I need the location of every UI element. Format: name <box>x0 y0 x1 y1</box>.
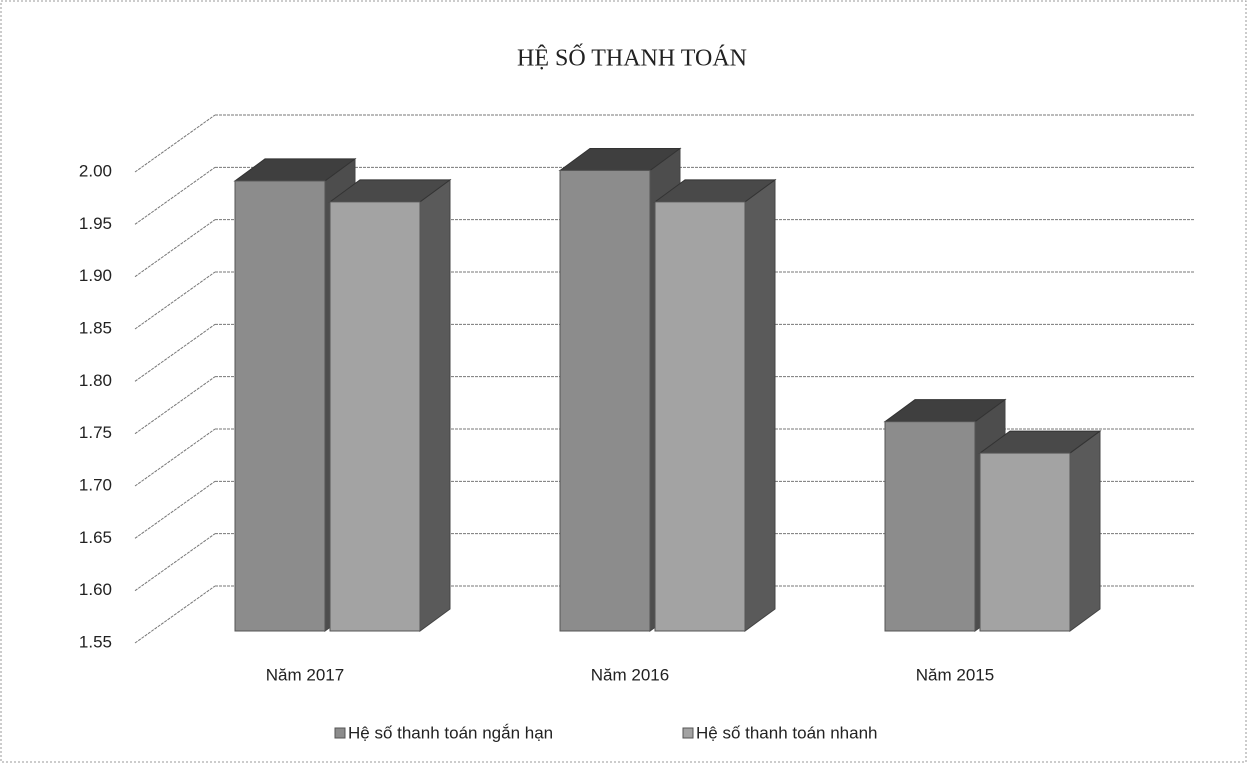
y-tick-label: 1.65 <box>79 528 112 547</box>
grid-diagonal <box>134 219 216 278</box>
y-tick-label: 1.95 <box>79 214 112 233</box>
bar-side <box>1069 430 1101 632</box>
grid-diagonal <box>134 480 216 539</box>
legend-swatch <box>682 727 694 739</box>
bar <box>979 452 1071 632</box>
x-tick-label: Năm 2015 <box>916 665 994 684</box>
legend-swatch <box>334 727 346 739</box>
grid-diagonal <box>134 166 216 225</box>
bar <box>329 201 421 632</box>
y-tick-label: 1.85 <box>79 318 112 337</box>
bar <box>559 169 651 632</box>
grid-diagonal <box>134 533 216 592</box>
bar-side <box>419 178 451 632</box>
grid-diagonal <box>134 428 216 487</box>
legend-label: Hệ số thanh toán nhanh <box>696 723 877 742</box>
bar <box>654 201 746 632</box>
y-tick-label: 1.90 <box>79 266 112 285</box>
grid-diagonal <box>134 271 216 330</box>
grid-diagonal <box>134 114 216 173</box>
y-tick-label: 1.75 <box>79 423 112 442</box>
chart-title: HỆ SỐ THANH TOÁN <box>517 45 747 72</box>
bar <box>884 421 976 632</box>
y-tick-label: 1.60 <box>79 580 112 599</box>
grid-diagonal <box>134 323 216 382</box>
bar-side <box>744 178 776 632</box>
y-tick-label: 1.70 <box>79 475 112 494</box>
legend-label: Hệ số thanh toán ngắn hạn <box>348 723 553 742</box>
y-tick-label: 1.80 <box>79 371 112 390</box>
grid-diagonal <box>134 376 216 435</box>
y-tick-label: 1.55 <box>79 632 112 651</box>
x-tick-label: Năm 2017 <box>266 665 344 684</box>
x-tick-label: Năm 2016 <box>591 665 669 684</box>
bar <box>234 180 326 632</box>
grid-diagonal <box>134 585 216 644</box>
y-tick-label: 2.00 <box>79 161 112 180</box>
